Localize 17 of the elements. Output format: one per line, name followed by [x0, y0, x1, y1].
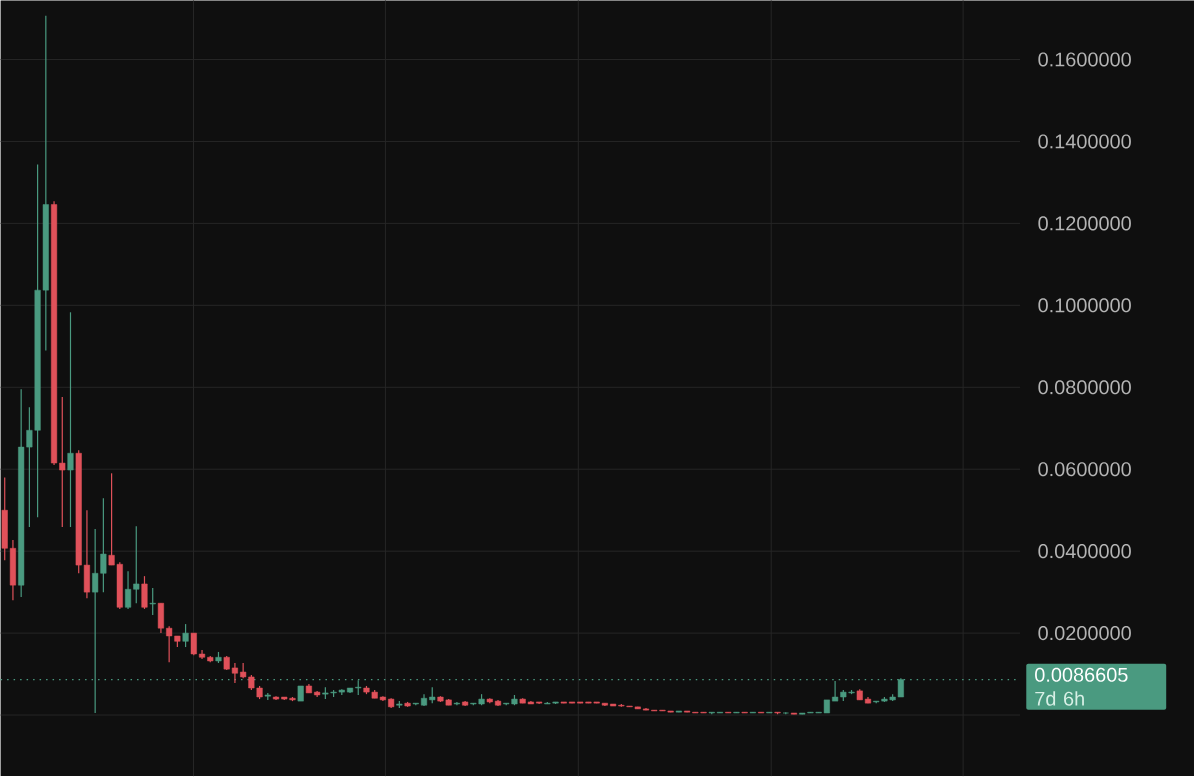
y-tick-label: 0.0800000: [1038, 380, 1131, 395]
candlestick: [182, 623, 189, 648]
y-tick-label: 0.0600000: [1038, 462, 1131, 477]
candlestick: [125, 570, 132, 610]
candlestick: [133, 525, 140, 604]
y-tick-label: 0.1200000: [1038, 216, 1131, 231]
y-tick-label: 0.0200000: [1038, 626, 1131, 641]
candlestick: [141, 575, 148, 610]
y-tick-label: 0.1000000: [1038, 298, 1131, 313]
y-tick-label: 0.1600000: [1038, 52, 1131, 67]
candlestick: [149, 587, 156, 616]
candlestick: [59, 396, 66, 528]
text: 7d 6h: [1035, 691, 1084, 706]
y-tick-label: 0.0400000: [1038, 544, 1131, 559]
candlestick: [67, 311, 74, 528]
y-tick-label: 0.1400000: [1038, 134, 1131, 149]
ref-line-label: 0.0086605: [1035, 667, 1128, 682]
